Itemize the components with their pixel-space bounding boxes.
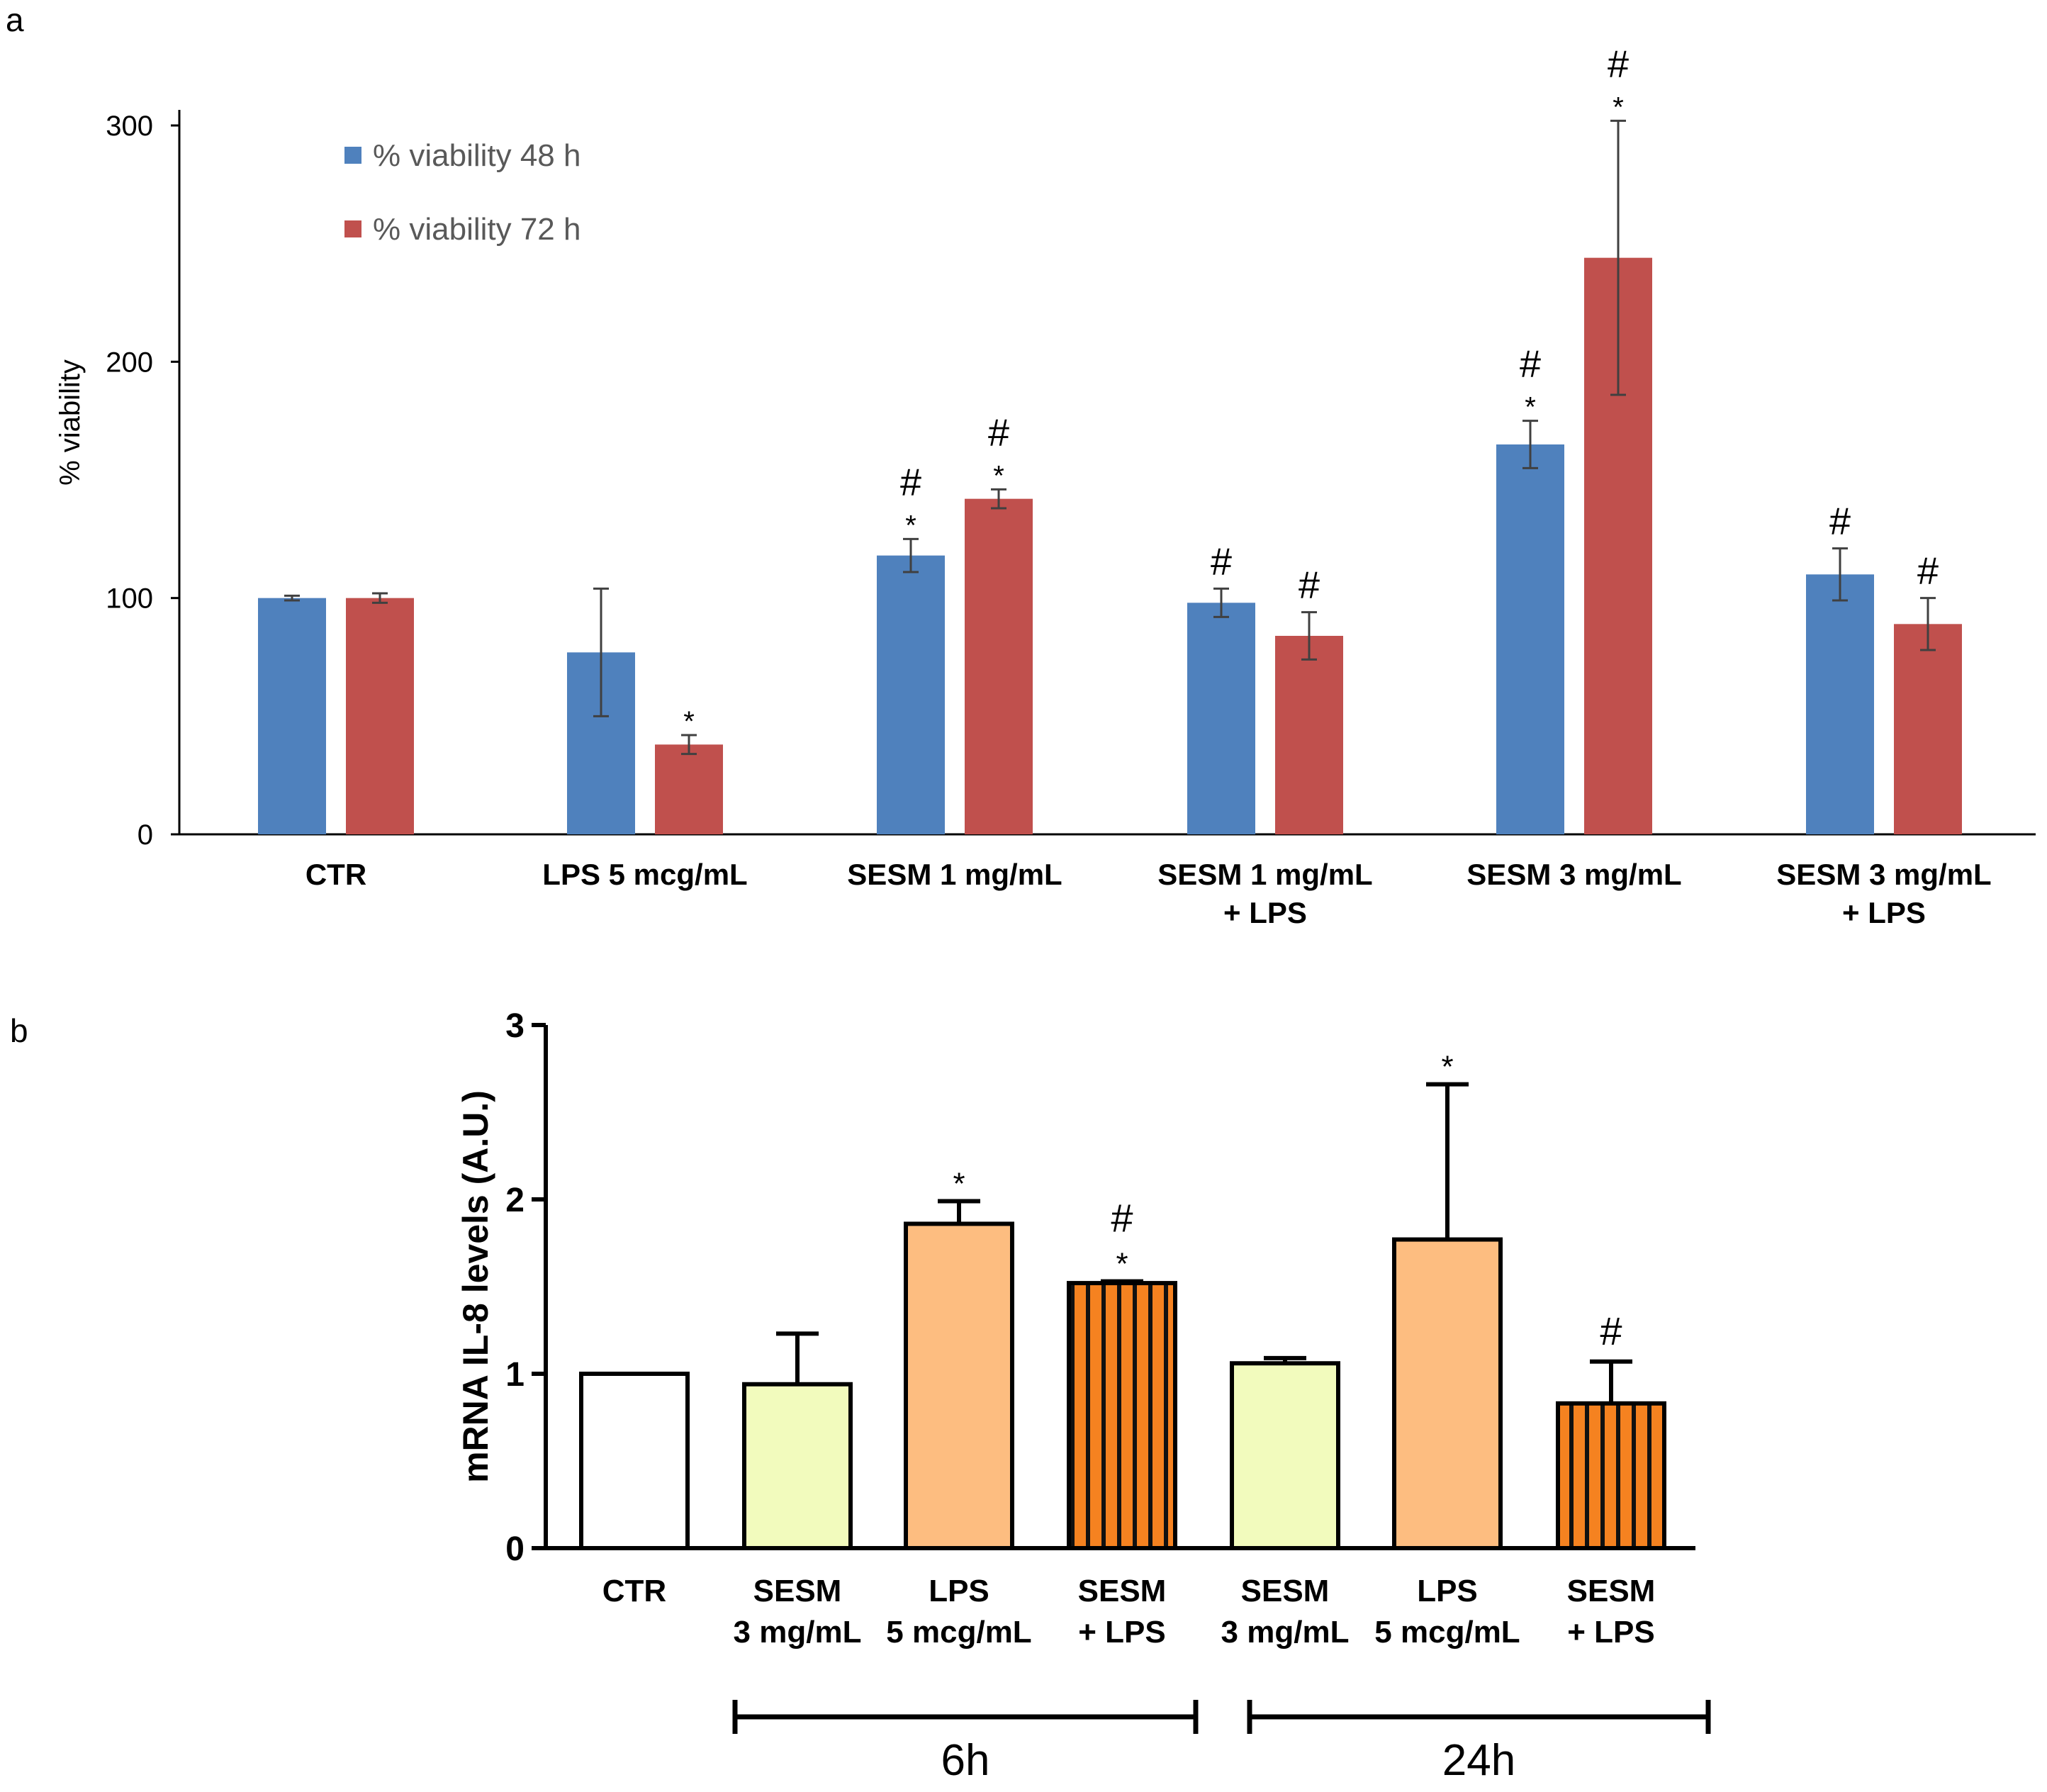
x-category-label: LPS bbox=[1417, 1574, 1478, 1608]
x-category-label: CTR bbox=[305, 858, 366, 891]
bar bbox=[742, 1382, 853, 1551]
panel-a-y-axis-label: % viability bbox=[55, 359, 86, 486]
significance-star: * bbox=[683, 706, 695, 737]
bar bbox=[655, 744, 723, 834]
bar-striped bbox=[1067, 1281, 1177, 1550]
bar bbox=[1894, 624, 1962, 834]
significance-hash: # bbox=[1829, 500, 1851, 543]
x-category-label: LPS bbox=[929, 1574, 989, 1608]
y-tick-label: 200 bbox=[106, 347, 153, 378]
bar bbox=[1187, 603, 1255, 834]
legend-label-72h: % viability 72 h bbox=[373, 212, 581, 247]
legend-swatch-48h bbox=[344, 147, 361, 164]
x-category-label: 5 mcg/mL bbox=[886, 1615, 1031, 1650]
x-category-label: LPS 5 mcg/mL bbox=[542, 858, 747, 891]
y-tick-label: 1 bbox=[505, 1356, 525, 1394]
panel-b-y-ticks: 0 1 2 3 bbox=[505, 1007, 546, 1568]
x-category-label: SESM bbox=[1567, 1574, 1656, 1608]
bar bbox=[1275, 636, 1343, 834]
significance-star: * bbox=[905, 510, 916, 541]
significance-star: * bbox=[993, 460, 1004, 491]
significance-star: * bbox=[1116, 1247, 1128, 1282]
time-group-label: 6h bbox=[941, 1736, 990, 1785]
x-category-label: 5 mcg/mL bbox=[1374, 1615, 1520, 1650]
x-category-label: SESM 1 mg/mL bbox=[847, 858, 1062, 891]
y-tick-label: 0 bbox=[138, 819, 153, 851]
x-category-label: SESM 1 mg/mL bbox=[1157, 858, 1372, 891]
x-category-label: 3 mg/mL bbox=[1221, 1615, 1350, 1650]
x-category-label: SESM 3 mg/mL bbox=[1776, 858, 1991, 891]
bar bbox=[877, 555, 945, 834]
x-category-label: + LPS bbox=[1842, 896, 1926, 929]
significance-hash: # bbox=[1917, 550, 1939, 593]
bar bbox=[1230, 1361, 1340, 1550]
bar bbox=[1496, 444, 1564, 834]
legend-label-48h: % viability 48 h bbox=[373, 138, 581, 173]
y-tick-label: 3 bbox=[505, 1007, 525, 1045]
panel-b-y-axis-label: mRNA IL-8 levels (A.U.) bbox=[456, 1090, 495, 1483]
panel-b-chart: mRNA IL-8 levels (A.U.) 0 1 2 3 * * # * # CTR SE… bbox=[456, 1007, 1711, 1785]
significance-hash: # bbox=[900, 461, 921, 503]
significance-star: * bbox=[1613, 91, 1624, 123]
legend-swatch-72h bbox=[344, 220, 361, 237]
panel-a-x-labels: CTR LPS 5 mcg/mL SESM 1 mg/mL SESM 1 mg/mL +… bbox=[305, 858, 1992, 929]
significance-star: * bbox=[1441, 1050, 1453, 1085]
bar-striped bbox=[1556, 1401, 1666, 1550]
x-category-label: 3 mg/mL bbox=[734, 1615, 862, 1650]
time-group-label: 24h bbox=[1442, 1736, 1515, 1785]
y-tick-label: 100 bbox=[106, 583, 153, 615]
panel-b-x-labels: CTR SESM 3 mg/mL LPS 5 mcg/mL SESM + LPS SESM 3 … bbox=[602, 1574, 1656, 1650]
bar bbox=[965, 498, 1033, 834]
bar bbox=[258, 598, 326, 834]
significance-star: * bbox=[953, 1166, 965, 1201]
panel-b-bars: * * # * # bbox=[579, 1050, 1666, 1551]
x-category-label: + LPS bbox=[1223, 896, 1307, 929]
significance-hash: # bbox=[1299, 564, 1320, 607]
bar bbox=[1806, 574, 1874, 834]
significance-hash: # bbox=[1520, 343, 1541, 386]
x-category-label: SESM bbox=[1241, 1574, 1330, 1608]
x-category-label: CTR bbox=[602, 1574, 666, 1608]
bar bbox=[346, 598, 414, 834]
x-category-label: SESM bbox=[1078, 1574, 1167, 1608]
bar bbox=[579, 1372, 690, 1550]
x-category-label: + LPS bbox=[1078, 1615, 1166, 1650]
bar bbox=[1392, 1237, 1503, 1550]
significance-hash: # bbox=[1111, 1196, 1133, 1241]
significance-hash: # bbox=[988, 411, 1009, 454]
x-category-label: SESM bbox=[753, 1574, 842, 1608]
panel-a-y-ticks: 0 100 200 300 bbox=[106, 111, 179, 851]
panel-a-chart: % viability % viability 48 h % viability… bbox=[55, 43, 2036, 929]
x-category-label: SESM 3 mg/mL bbox=[1466, 858, 1681, 891]
significance-hash: # bbox=[1600, 1309, 1622, 1353]
bar bbox=[904, 1221, 1014, 1550]
y-tick-label: 300 bbox=[106, 111, 153, 142]
x-category-label: + LPS bbox=[1567, 1615, 1655, 1650]
y-tick-label: 2 bbox=[505, 1182, 525, 1219]
significance-hash: # bbox=[1608, 43, 1629, 85]
panel-label-b: b bbox=[10, 1012, 28, 1049]
panel-label-a: a bbox=[6, 1, 24, 38]
panel-a-bars: * # # * # # * * # # * # # bbox=[258, 43, 1962, 835]
significance-hash: # bbox=[1211, 540, 1232, 583]
panel-b-time-groups: 6h 24h bbox=[732, 1700, 1711, 1785]
significance-star: * bbox=[1525, 392, 1536, 423]
y-tick-label: 0 bbox=[505, 1530, 525, 1568]
panel-a-legend: % viability 48 h % viability 72 h bbox=[344, 138, 581, 247]
